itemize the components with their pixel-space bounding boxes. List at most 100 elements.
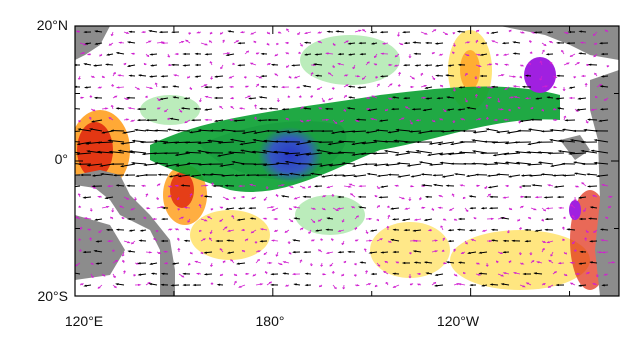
wind-vector [177,130,191,132]
wind-vector-head [533,272,537,275]
wind-vector-head [507,175,512,178]
wind-vector [263,150,279,154]
wind-vector-head [335,208,339,212]
wind-vector-head [556,107,561,110]
wind-vector-head [125,31,130,34]
wind-vector-head [291,273,296,276]
wind-vector-head [561,162,565,165]
wind-vector [274,151,290,154]
wind-vector-head [113,71,116,75]
wind-vector-head [447,152,452,156]
wind-vector-head [337,251,342,254]
wind-vector-head [508,29,512,32]
wind-vector-head [84,42,89,45]
wind-vector-head [104,196,109,200]
wind-vector-head [369,239,373,242]
wind-vector [438,141,455,145]
wind-vector-head [164,110,168,113]
wind-vector-head [428,142,433,145]
wind-vector-head [322,273,327,276]
wind-vector-head [576,61,580,65]
wind-vector-head [335,30,339,33]
wind-vector-head [320,238,324,241]
wind-vector-head [219,248,223,251]
wind-vector-head [424,64,429,67]
wind-vector-head [576,108,580,111]
wind-vector-head [288,76,292,79]
wind-vector-head [226,52,231,55]
wind-vector-head [527,128,532,131]
wind-vector-head [314,74,319,77]
wind-vector-head [284,41,289,45]
wind-vector-head [309,129,313,133]
wind-vector-head [78,205,82,208]
wind-vector-head [368,251,373,254]
wind-vector [75,141,81,143]
wind-vector [149,30,158,33]
wind-vector-head [254,116,258,119]
wind-vector-head [288,252,292,255]
wind-vector-head [197,141,201,145]
wind-vector-head [384,109,388,112]
wind-vector-head [366,61,370,64]
wind-vector-head [568,86,573,89]
wind-vector-head [133,274,137,277]
wind-vector-head [131,242,135,245]
wind-vector-head [599,85,604,88]
wind-vector-head [585,121,589,124]
wind-vector-head [287,241,291,245]
wind-vector-head [197,150,201,153]
wind-vector-head [106,240,111,243]
wind-vector-head [77,77,81,80]
wind-vector-head [153,237,157,240]
wind-vector-head [221,174,225,177]
wind-vector [587,173,598,176]
wind-vector [367,173,378,176]
wind-vector-head [581,182,585,185]
wind-vector-head [135,174,139,177]
wind-vector-head [372,152,376,155]
wind-vector-head [148,40,152,43]
wind-vector-head [154,82,158,85]
wind-vector [108,139,125,143]
wind-vector-head [569,261,574,264]
wind-vector-head [409,122,413,125]
wind-vector-head [124,174,129,177]
wind-vector-head [579,41,584,44]
wind-vector-head [245,238,249,241]
wind-vector-head [136,119,141,122]
wind-vector [97,151,114,154]
wind-vector-head [577,196,582,199]
wind-vector-head [171,262,176,265]
wind-vector-head [424,86,429,89]
wind-vector-head [169,117,174,120]
wind-vector-head [130,162,135,165]
wind-vector-head [357,195,362,198]
wind-vector [155,129,169,132]
wind-vector-head [554,118,558,122]
wind-vector-head [501,74,505,77]
wind-vector-head [576,272,581,276]
wind-vector-head [365,231,369,234]
wind-vector-head [356,215,359,218]
wind-vector-head [229,138,234,141]
x-tick-label-120w: 120°W [436,313,480,329]
wind-vector-head [387,173,392,176]
wind-vector-head [453,173,458,176]
wind-vector-head [182,272,186,275]
wind-vector-head [202,238,206,241]
wind-vector-head [312,207,317,210]
wind-vector-head [344,74,349,77]
wind-vector-head [76,143,81,146]
wind-vector-head [238,107,243,110]
anomaly-shading [75,30,610,290]
wind-vector-head [167,128,171,131]
wind-vector-head [474,93,478,97]
wind-vector-head [169,228,173,231]
wind-vector-head [204,53,209,56]
wind-vector-head [380,251,384,254]
wind-vector-head [369,229,374,232]
wind-vector-head [88,116,92,119]
wind-vector-head [408,130,413,133]
wind-vector [218,141,235,144]
